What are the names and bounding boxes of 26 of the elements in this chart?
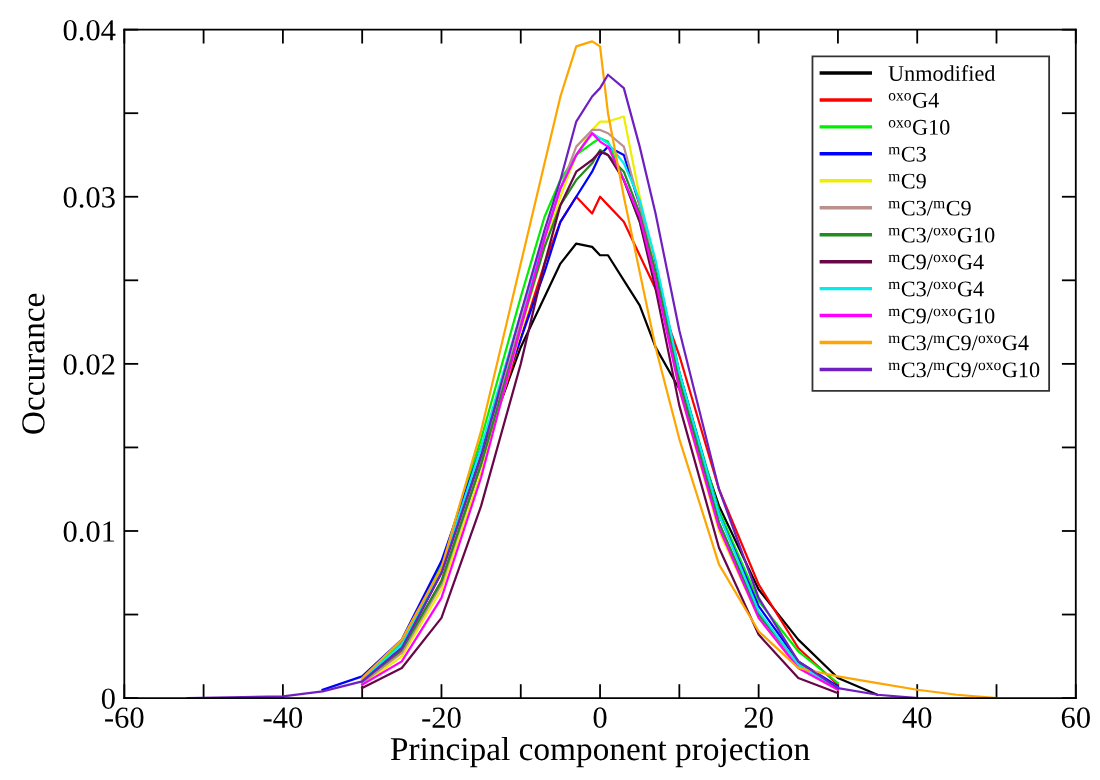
- x-tick-label: -40: [263, 707, 303, 728]
- x-tick-label: 60: [1061, 707, 1090, 728]
- legend-label: $^{m}$C9/$^{oxo}$G4: [888, 254, 984, 270]
- legend-label: $^{m}$C3/$^{oxo}$G10: [888, 227, 995, 243]
- legend-label: $^{m}$C9/$^{oxo}$G10: [888, 308, 995, 324]
- legend-label: Unmodified: [888, 65, 996, 81]
- x-tick-label: -20: [422, 707, 461, 728]
- x-tick-label: 0: [593, 707, 607, 728]
- y-tick-label: 0.02: [63, 354, 115, 375]
- y-tick-label: 0: [101, 688, 115, 709]
- y-tick-label: 0.03: [63, 187, 115, 208]
- y-axis-title: Occurance: [22, 293, 45, 434]
- legend-label: $^{m}$C9: [888, 173, 926, 189]
- x-tick-label: -60: [105, 707, 144, 728]
- legend-label: $^{m}$C3/$^{m}$C9: [888, 200, 971, 216]
- legend-label: $^{m}$C3/$^{oxo}$G4: [888, 281, 984, 297]
- legend-label: $^{oxo}$G4: [888, 92, 939, 108]
- x-tick-label: 40: [902, 707, 932, 728]
- y-tick-label: 0.01: [63, 521, 115, 543]
- legend-label: $^{m}$C3/$^{m}$C9/$^{oxo}$G10: [888, 362, 1040, 378]
- y-tick-label: 0.04: [63, 19, 116, 41]
- x-axis-title: Principal component projection: [390, 736, 810, 768]
- legend-label: $^{oxo}$G10: [888, 119, 950, 135]
- legend-label: $^{m}$C3: [888, 146, 926, 162]
- x-tick-label: 20: [744, 707, 773, 728]
- legend-label: $^{m}$C3/$^{m}$C9/$^{oxo}$G4: [888, 335, 1029, 351]
